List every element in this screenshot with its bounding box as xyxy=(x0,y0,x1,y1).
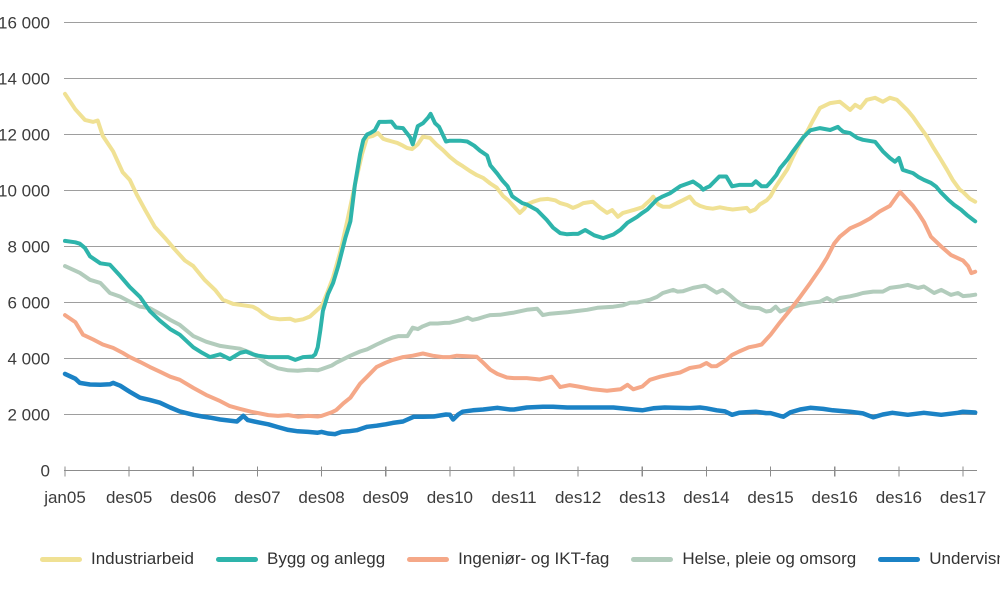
x-axis xyxy=(64,466,977,477)
y-tick-label: 4 000 xyxy=(7,350,50,369)
x-axis-labels: jan05 des05 des06 des07 des08 des09 des10 des11… xyxy=(43,488,986,507)
x-tick-label: des16 xyxy=(812,488,858,507)
x-tick-label: des14 xyxy=(683,488,729,507)
y-tick-label: 16 000 xyxy=(0,14,50,33)
series-line-industriarbeid xyxy=(63,91,978,323)
x-tick-label: des11 xyxy=(491,488,536,507)
x-tick-label: des05 xyxy=(106,488,152,507)
legend-item-ingenior-og-ikt-fag: Ingeniør- og IKT-fag xyxy=(407,549,609,569)
legend-marker-industriarbeid-icon xyxy=(40,556,82,562)
x-tick-label: des13 xyxy=(619,488,665,507)
data-series-lines xyxy=(62,91,978,437)
y-tick-label: 2 000 xyxy=(7,406,50,425)
x-tick-label: des17 xyxy=(940,488,986,507)
x-tick-label: des09 xyxy=(363,488,409,507)
legend-item-helse-pleie-og-omsorg: Helse, pleie og omsorg xyxy=(631,549,856,569)
y-tick-label: 12 000 xyxy=(0,126,50,145)
legend: Industriarbeid Bygg og anlegg Ingeniør- … xyxy=(40,549,1000,569)
y-axis-labels: 0 2 000 4 000 6 000 8 000 10 000 12 000 14 000 1… xyxy=(0,14,50,481)
x-tick-label: des08 xyxy=(298,488,344,507)
gridlines xyxy=(64,22,977,415)
legend-item-undervisning: Undervisning xyxy=(878,549,1000,569)
x-tick-label: des06 xyxy=(170,488,216,507)
legend-label-helse-pleie-og-omsorg: Helse, pleie og omsorg xyxy=(682,549,857,568)
series-line-ingeni-r-og-ikt-fag xyxy=(63,189,978,419)
legend-marker-ingenior-og-ikt-fag-icon xyxy=(407,556,450,562)
x-tick-label: des10 xyxy=(427,488,473,507)
series-line-helse-pleie-og-omsorg xyxy=(63,264,978,373)
line-chart: 0 2 000 4 000 6 000 8 000 10 000 12 000 14 000 1… xyxy=(0,14,986,508)
y-tick-label: 10 000 xyxy=(0,182,50,201)
x-tick-label: des16 xyxy=(876,488,922,507)
legend-marker-undervisning-icon xyxy=(878,556,921,562)
legend-label-undervisning: Undervisning xyxy=(929,549,1000,568)
series-line-bygg-og-anlegg xyxy=(63,111,978,362)
x-tick-label: des15 xyxy=(747,488,793,507)
y-tick-label: 0 xyxy=(41,462,50,481)
y-tick-label: 14 000 xyxy=(0,70,50,89)
legend-label-bygg-og-anlegg: Bygg og anlegg xyxy=(267,549,386,568)
series-line-undervisning xyxy=(62,371,978,437)
x-tick-label: des07 xyxy=(234,488,280,507)
x-tick-label: jan05 xyxy=(43,488,86,507)
y-tick-label: 6 000 xyxy=(7,294,50,313)
legend-item-bygg-og-anlegg: Bygg og anlegg xyxy=(216,549,385,569)
y-tick-label: 8 000 xyxy=(7,238,50,257)
legend-item-industriarbeid: Industriarbeid xyxy=(40,549,194,569)
legend-marker-helse-pleie-og-omsorg-icon xyxy=(631,556,674,562)
x-tick-label: des12 xyxy=(555,488,601,507)
legend-marker-bygg-og-anlegg-icon xyxy=(216,556,259,562)
legend-label-industriarbeid: Industriarbeid xyxy=(91,549,195,568)
legend-label-ingenior-og-ikt-fag: Ingeniør- og IKT-fag xyxy=(458,549,610,568)
